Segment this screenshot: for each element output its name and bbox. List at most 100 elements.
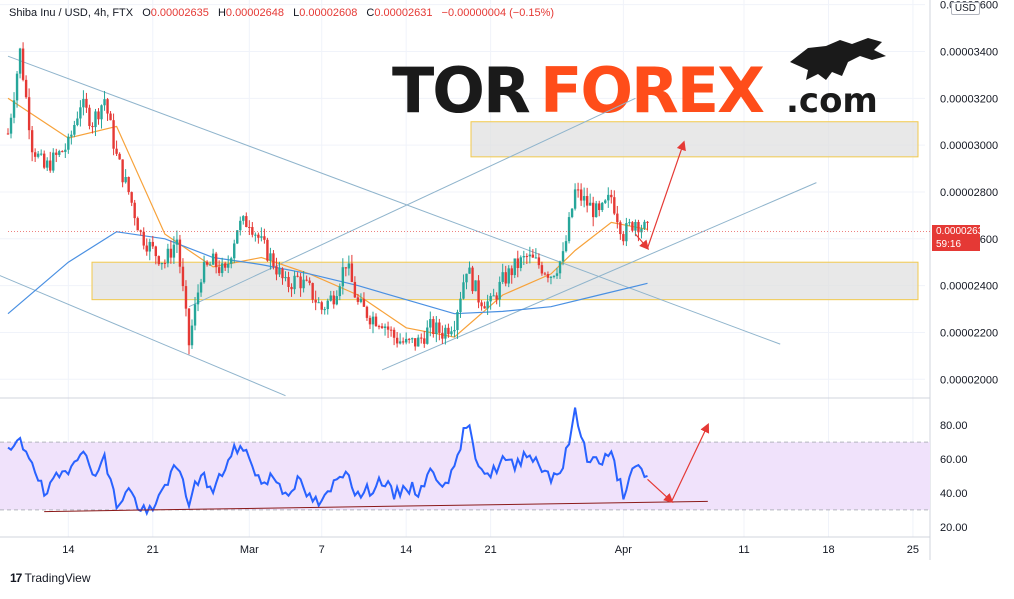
candle-body [233, 243, 236, 259]
candle-body [139, 230, 142, 232]
candle-body [151, 241, 154, 247]
candle-body [426, 327, 429, 344]
candle-body [263, 236, 266, 240]
candle-body [208, 264, 212, 266]
candle-body [6, 133, 10, 135]
candle-body [595, 203, 598, 218]
candle-body [145, 245, 148, 252]
candle-body [27, 97, 31, 131]
candle-body [631, 222, 634, 231]
rsi-line [7, 407, 648, 517]
candle-body [245, 216, 248, 228]
candle-body [607, 194, 610, 201]
price-change: −0.00000004 (−0.15%) [441, 7, 555, 19]
candle-body [24, 79, 28, 98]
candle-body [202, 261, 206, 283]
time-axis-label: Apr [615, 544, 632, 556]
candle-body [49, 160, 52, 171]
candle-body [118, 153, 121, 160]
candle-body [172, 244, 176, 258]
candle-body [444, 327, 447, 339]
candle-body [591, 202, 595, 218]
candle-body [465, 273, 468, 283]
candle-body [558, 261, 562, 274]
ohlc-low-label: L [293, 7, 300, 19]
candle-body [199, 282, 203, 293]
candle-body [184, 286, 188, 309]
chart-header: Shiba Inu / USD, 4h, FTX O0.00002635 H0.… [9, 7, 554, 19]
candle-body [70, 134, 73, 137]
symbol-title: Shiba Inu / USD, 4h, FTX [9, 7, 134, 19]
candle-body [429, 319, 432, 328]
candle-body [242, 216, 245, 221]
candle-body [227, 263, 230, 268]
candle-body [266, 239, 269, 261]
candle-body [314, 299, 317, 303]
candle-body [94, 111, 97, 128]
candle-body [371, 316, 375, 325]
candle-body [160, 262, 164, 265]
moving-average-slow [7, 231, 648, 315]
candle-body [178, 239, 182, 267]
candle-body [217, 267, 221, 274]
tradingview-label: TradingView [24, 571, 91, 585]
currency-button[interactable]: USD [950, 2, 980, 15]
candle-body [12, 100, 16, 118]
candle-body [257, 234, 260, 238]
candle-body [522, 256, 526, 258]
tradingview-logo[interactable]: 17 TradingView [10, 571, 91, 585]
candle-body [365, 306, 369, 318]
candle-body [567, 217, 571, 242]
candle-body [320, 302, 323, 310]
candle-body [260, 236, 263, 238]
time-axis-label: 21 [485, 544, 497, 556]
candle-body [332, 295, 335, 305]
candle-body [248, 227, 251, 229]
candle-body [420, 337, 423, 339]
candle-body [142, 231, 145, 246]
price-axis-label: 0.00002000 [940, 374, 998, 386]
candle-body [293, 275, 296, 290]
candle-body [404, 338, 408, 343]
candle-body [76, 118, 79, 126]
rsi-trendline [44, 500, 708, 513]
candle-body [55, 152, 58, 155]
rsi-axis-label: 20.00 [940, 522, 968, 534]
time-axis-label: Mar [240, 544, 259, 556]
candle-body [519, 257, 522, 269]
candle-body [456, 311, 459, 331]
candle-body [124, 177, 127, 183]
candle-body [187, 308, 191, 346]
candle-body [380, 326, 384, 328]
candle-body [392, 329, 396, 338]
candle-body [468, 267, 471, 274]
candle-body [323, 309, 326, 311]
ohlc-close-value: 0.00002631 [374, 7, 433, 19]
rsi-axis-label: 40.00 [940, 488, 968, 500]
bull-icon [790, 38, 886, 80]
candle-body [588, 202, 592, 206]
ohlc-low-value: 0.00002608 [299, 7, 358, 19]
candle-body [477, 280, 480, 303]
price-forecast-arrow [646, 140, 686, 249]
candle-body [561, 251, 565, 262]
candle-body [308, 280, 311, 284]
candle-body [573, 189, 577, 209]
rsi-axis-label: 80.00 [940, 420, 968, 432]
candle-body [275, 266, 278, 275]
ohlc-open-value: 0.00002635 [150, 7, 209, 19]
candle-body [39, 153, 43, 155]
candle-body [622, 234, 625, 242]
candle-body [220, 263, 224, 274]
candle-body [513, 258, 516, 276]
candle-body [311, 283, 314, 300]
candle-body [407, 338, 411, 340]
candle-body [15, 73, 19, 101]
candle-body [112, 120, 115, 149]
price-trendline [7, 55, 781, 345]
candle-body [395, 337, 399, 344]
candle-body [543, 273, 547, 275]
candle-body [540, 265, 544, 274]
price-axis-label: 0.00003200 [940, 93, 998, 105]
